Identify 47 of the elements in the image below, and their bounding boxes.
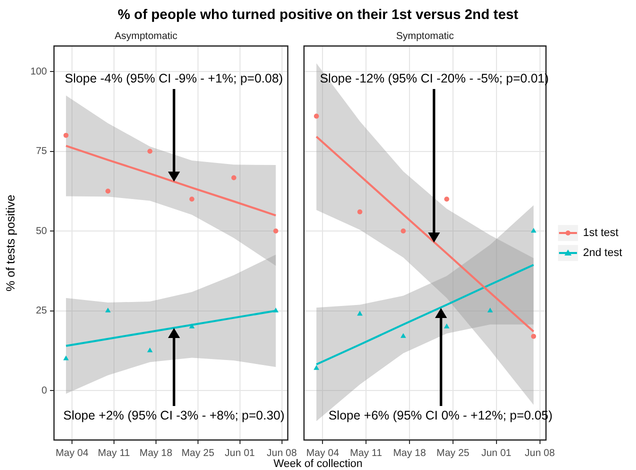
x-tick-label: May 04 <box>306 448 340 459</box>
point <box>273 308 279 312</box>
x-axis-title: Week of collection <box>272 458 363 470</box>
x-tick-label: May 18 <box>393 448 426 459</box>
chart-subtitle: Asymptomatic <box>114 30 178 42</box>
legend-label: 1st test <box>582 227 618 239</box>
point <box>147 148 152 154</box>
point <box>105 308 111 312</box>
point <box>231 175 236 180</box>
point <box>444 196 450 202</box>
x-tick-label: Jun 01 <box>224 448 256 459</box>
point <box>147 347 153 352</box>
point <box>357 209 362 214</box>
y-tick-label: 0 <box>41 385 48 396</box>
x-tick-label: May 11 <box>98 448 130 459</box>
point <box>531 334 536 339</box>
point <box>400 333 406 338</box>
y-tick-label: 50 <box>36 226 48 237</box>
y-tick-label: 25 <box>36 306 48 317</box>
annotation: Slope +2% (95% CI -3% - +8%; p=0.30) <box>63 408 285 422</box>
point <box>400 228 406 234</box>
y-axis-title: % of tests positive <box>4 194 18 292</box>
point <box>314 114 319 119</box>
y-tick-label: 75 <box>36 146 48 158</box>
y-tick-label: 100 <box>30 66 48 78</box>
legend-label: 2nd test <box>582 247 622 259</box>
x-tick-label: May 04 <box>56 448 89 459</box>
annotation: Slope -4% (95% CI -9% - +1%; p=0.08) <box>64 71 283 86</box>
point <box>357 310 363 316</box>
point <box>314 365 320 370</box>
chart-subtitle: Symptomatic <box>396 30 454 42</box>
point <box>105 188 110 194</box>
point <box>189 196 194 202</box>
point <box>487 308 493 312</box>
point <box>444 324 450 328</box>
point <box>530 228 536 233</box>
point <box>63 132 68 138</box>
x-tick-label: May 25 <box>436 448 470 459</box>
x-tick-label: May 25 <box>181 448 215 459</box>
point <box>189 324 195 328</box>
x-tick-label: Jun 08 <box>266 448 298 459</box>
x-tick-label: May 18 <box>140 448 173 459</box>
text: % of people who turned positive on their 1st versus 2nd test <box>116 6 520 22</box>
x-tick-label: Jun 01 <box>481 448 512 459</box>
x-tick-label: May 11 <box>350 448 383 459</box>
point <box>273 228 278 234</box>
x-tick-label: Jun 08 <box>524 448 556 459</box>
